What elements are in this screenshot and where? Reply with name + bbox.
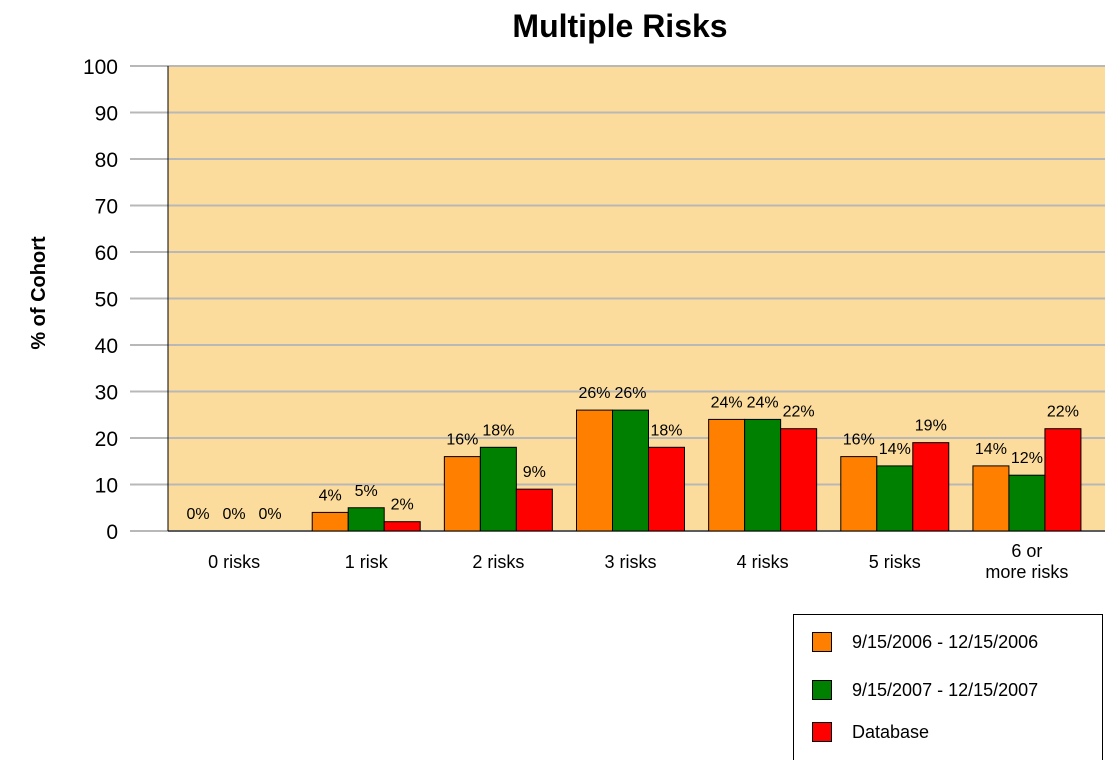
data-label: 16% — [446, 432, 478, 449]
legend-item-series-2: 9/15/2007 - 12/15/2007 — [812, 678, 1038, 702]
data-label: 19% — [915, 418, 947, 435]
legend-item-series-1: 9/15/2006 - 12/15/2006 — [812, 630, 1038, 654]
x-tick-label: 5 risks — [869, 552, 921, 572]
data-label: 26% — [614, 385, 646, 402]
data-label: 14% — [879, 441, 911, 458]
bar — [744, 418, 782, 532]
legend-swatch-series-1 — [812, 632, 832, 652]
data-label: 4% — [319, 487, 342, 504]
y-tick-label: 90 — [95, 103, 118, 126]
y-tick-label: 80 — [95, 149, 118, 172]
y-tick-label: 100 — [83, 56, 118, 79]
y-axis-label: % of Cohort — [28, 236, 50, 350]
data-label: 2% — [391, 497, 414, 514]
bar — [347, 507, 385, 532]
bar — [1008, 474, 1046, 532]
data-label: 26% — [578, 385, 610, 402]
data-label: 24% — [747, 394, 779, 411]
bar — [648, 446, 685, 532]
bar — [780, 428, 818, 532]
x-tick-label: 2 risks — [472, 552, 524, 572]
bar — [708, 418, 746, 532]
bar — [576, 409, 613, 532]
bar — [383, 521, 421, 532]
x-tick-label: 3 risks — [604, 552, 656, 572]
legend-label-series-1: 9/15/2006 - 12/15/2006 — [852, 631, 1039, 652]
data-label: 22% — [783, 404, 815, 421]
bar — [515, 488, 553, 532]
data-label: 14% — [975, 441, 1007, 458]
data-label: 18% — [650, 422, 682, 439]
y-tick-label: 60 — [95, 242, 118, 265]
y-tick-label: 40 — [95, 335, 118, 358]
bar — [972, 465, 1010, 532]
legend-label-series-2: 9/15/2007 - 12/15/2007 — [852, 679, 1039, 700]
y-tick-label: 30 — [95, 382, 118, 405]
data-label: 24% — [711, 394, 743, 411]
x-tick-label: 0 risks — [208, 552, 260, 572]
x-tick-label: more risks — [985, 562, 1068, 582]
legend: 9/15/2006 - 12/15/2006 9/15/2007 - 12/15… — [793, 614, 1103, 760]
data-label: 5% — [355, 483, 378, 500]
chart-title: Multiple Risks — [512, 8, 727, 44]
data-label: 0% — [187, 506, 210, 523]
data-label: 16% — [843, 432, 875, 449]
legend-swatch-series-3 — [812, 722, 832, 742]
data-label: 22% — [1047, 404, 1079, 421]
y-tick-label: 10 — [95, 475, 118, 498]
x-tick-label: 6 or — [1011, 541, 1042, 561]
data-label: 9% — [523, 464, 546, 481]
legend-label-series-3: Database — [852, 721, 930, 742]
bar — [612, 409, 649, 532]
x-tick-label: 1 risk — [345, 552, 389, 572]
bar — [840, 456, 878, 532]
data-label: 12% — [1011, 450, 1043, 467]
bar — [876, 465, 914, 532]
bar — [443, 456, 481, 532]
x-tick-label: 4 risks — [737, 552, 789, 572]
y-tick-label: 0 — [106, 521, 118, 544]
bar — [912, 442, 950, 532]
y-tick-label: 20 — [95, 428, 118, 451]
plot-area: 0 10 20 30 40 50 60 70 80 90 100 0% 0% 0% 0 risks 4% 5% 2… — [83, 56, 1105, 582]
y-tick-label: 70 — [95, 196, 118, 219]
data-label: 0% — [223, 506, 246, 523]
data-label: 18% — [482, 422, 514, 439]
legend-item-series-3: Database — [812, 720, 929, 744]
data-label: 0% — [259, 506, 282, 523]
bar — [311, 511, 349, 532]
bar — [1044, 428, 1082, 532]
y-tick-label: 50 — [95, 289, 118, 312]
bar — [479, 446, 517, 532]
legend-swatch-series-2 — [812, 680, 832, 700]
